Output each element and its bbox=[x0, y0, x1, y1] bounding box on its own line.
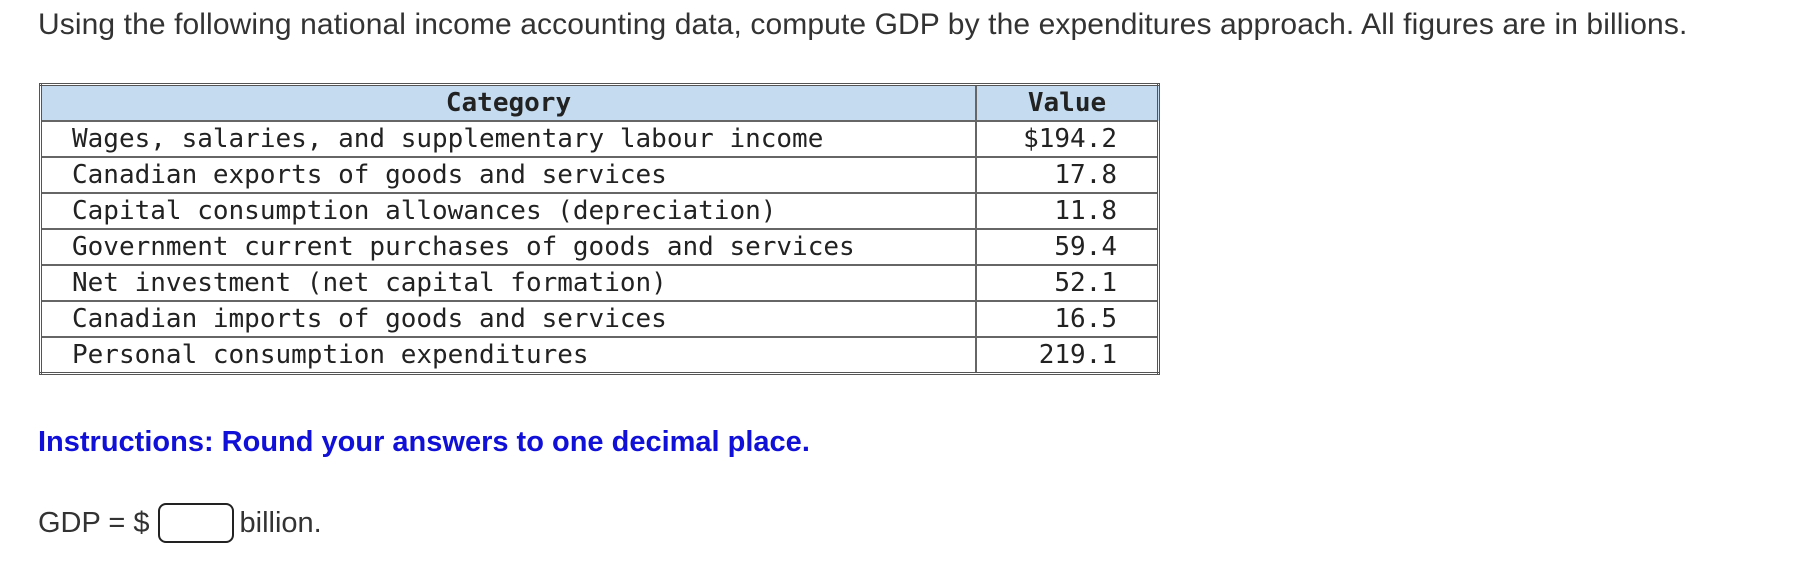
row-value: 59.4 bbox=[975, 228, 1160, 266]
row-value: 52.1 bbox=[975, 264, 1160, 302]
row-category: Net investment (net capital formation) bbox=[39, 264, 977, 302]
table-header-row: Category Value bbox=[39, 83, 1160, 122]
row-value: 17.8 bbox=[975, 156, 1160, 194]
table-row: Wages, salaries, and supplementary labou… bbox=[39, 120, 1160, 158]
gdp-answer-input[interactable] bbox=[157, 503, 234, 543]
row-category: Capital consumption allowances (deprecia… bbox=[39, 192, 977, 230]
row-value: 11.8 bbox=[975, 192, 1160, 230]
table-row: Government current purchases of goods an… bbox=[39, 228, 1160, 266]
row-category: Personal consumption expenditures bbox=[39, 336, 977, 375]
row-category: Wages, salaries, and supplementary labou… bbox=[39, 120, 977, 158]
row-value: 219.1 bbox=[975, 336, 1160, 375]
national-income-table: Category Value Wages, salaries, and supp… bbox=[39, 83, 1160, 375]
row-category: Canadian exports of goods and services bbox=[39, 156, 977, 194]
question-text: Using the following national income acco… bbox=[38, 8, 1688, 41]
instructions-text: Instructions: Round your answers to one … bbox=[38, 426, 810, 458]
table-row: Canadian exports of goods and services 1… bbox=[39, 156, 1160, 194]
value-column-header: Value bbox=[975, 83, 1160, 122]
gdp-label: GDP = $ bbox=[38, 506, 150, 539]
table-row: Personal consumption expenditures 219.1 bbox=[39, 336, 1160, 375]
table-row: Canadian imports of goods and services 1… bbox=[39, 300, 1160, 338]
row-category: Canadian imports of goods and services bbox=[39, 300, 977, 338]
table-row: Capital consumption allowances (deprecia… bbox=[39, 192, 1160, 230]
gdp-answer-line: GDP = $ billion. bbox=[38, 503, 322, 543]
category-column-header: Category bbox=[39, 83, 977, 122]
row-category: Government current purchases of goods an… bbox=[39, 228, 977, 266]
table-row: Net investment (net capital formation) 5… bbox=[39, 264, 1160, 302]
billion-label: billion. bbox=[239, 506, 322, 539]
row-value: 16.5 bbox=[975, 300, 1160, 338]
row-value: $194.2 bbox=[975, 120, 1160, 158]
